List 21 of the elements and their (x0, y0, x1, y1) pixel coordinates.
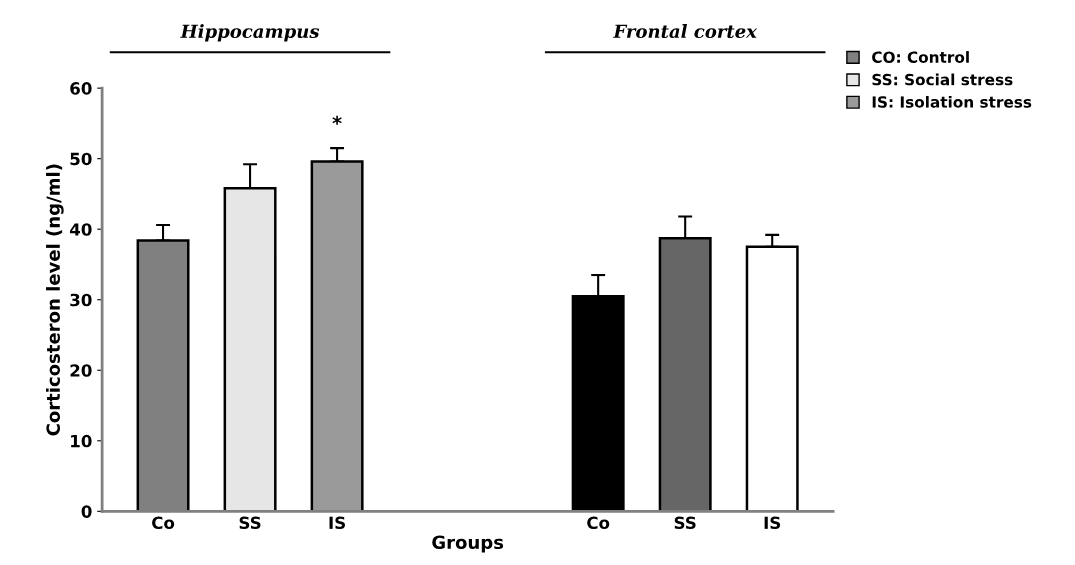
y-tick-label: 30 (70, 293, 92, 307)
legend-label: CO: Control (872, 51, 969, 63)
x-axis-title: Groups (432, 535, 504, 553)
legend-label: IS: Isolation stress (872, 95, 1032, 108)
x-tick-label: IS (764, 516, 781, 530)
x-tick-label: IS (329, 516, 345, 530)
annotation: * (332, 115, 342, 125)
y-tick-label: 40 (69, 223, 92, 236)
text: Hippocampus (180, 24, 320, 42)
x-tick-label: Co (587, 516, 610, 530)
x-tick-label: Co (152, 516, 175, 530)
y-tick-label: 20 (70, 364, 92, 377)
y-tick-label: 60 (70, 82, 92, 95)
text: Frontal cortex (613, 24, 758, 39)
y-axis-title: Corticosteron level (ng/ml) (46, 164, 64, 436)
legend-label: SS: Social stress (872, 73, 1013, 86)
y-tick-label: 50 (70, 152, 92, 166)
x-tick-label: SS (239, 516, 261, 530)
y-tick-label: 10 (71, 434, 92, 448)
x-tick-label: SS (674, 516, 696, 530)
y-tick-label: 0 (81, 505, 92, 518)
